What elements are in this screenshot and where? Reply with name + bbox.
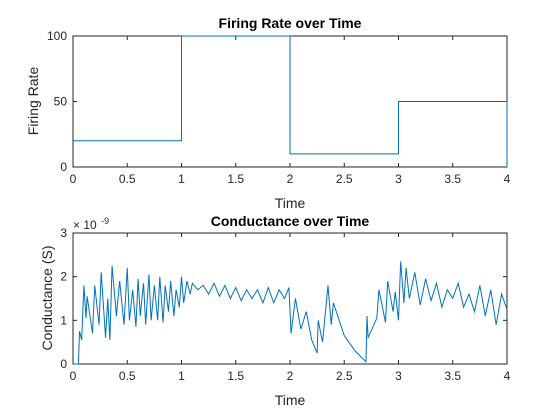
conductance-series-line	[73, 261, 508, 365]
firing-rate-y-tick-label: 0	[60, 160, 67, 174]
firing-rate-ticks: 0 0.5 1 1.5 2 2.5 3 3.5 4 0 50 100	[47, 29, 511, 186]
conductance-y-tick-label: 2	[60, 270, 67, 284]
conductance-y-tick-label: 3	[60, 226, 67, 240]
firing-rate-x-tick-label: 1	[178, 172, 185, 186]
conductance-y-axis-label: Conductance (S)	[39, 245, 55, 350]
conductance-series	[73, 261, 508, 365]
conductance-title: Conductance over Time	[211, 213, 370, 229]
conductance-y-exponent-base: × 10	[73, 218, 97, 232]
firing-rate-y-tick-label: 100	[47, 29, 67, 43]
firing-rate-x-tick-label: 2	[287, 172, 294, 186]
conductance-x-tick-label: 1.5	[227, 369, 244, 383]
conductance-y-tick-label: 1	[60, 313, 67, 327]
firing-rate-y-tick-label: 50	[54, 95, 68, 109]
conductance-x-tick-label: 3	[395, 369, 402, 383]
firing-rate-series	[73, 35, 508, 167]
conductance-x-tick-label: 2	[287, 369, 294, 383]
firing-rate-x-tick-label: 2.5	[336, 172, 353, 186]
firing-rate-x-tick-label: 4	[504, 172, 511, 186]
conductance-x-tick-label: 0	[70, 369, 77, 383]
conductance-ticks: 0 0.5 1 1.5 2 2.5 3 3.5 4 0 1 2 3	[60, 226, 510, 383]
firing-rate-y-axis-label: Firing Rate	[25, 67, 41, 136]
firing-rate-title: Firing Rate over Time	[219, 15, 362, 31]
firing-rate-x-tick-label: 0	[70, 172, 77, 186]
conductance-y-tick-label: 0	[60, 357, 67, 371]
conductance-x-tick-label: 0.5	[119, 369, 136, 383]
conductance-y-exponent-power: -9	[101, 216, 109, 226]
conductance-chart: Conductance over Time Time Conductance (…	[39, 213, 511, 408]
conductance-y-exponent: × 10 -9	[73, 216, 109, 233]
conductance-axes-box	[72, 232, 508, 365]
firing-rate-x-axis-label: Time	[275, 195, 306, 211]
conductance-x-tick-label: 3.5	[444, 369, 461, 383]
firing-rate-x-tick-label: 3.5	[444, 172, 461, 186]
firing-rate-x-tick-label: 0.5	[119, 172, 136, 186]
firing-rate-x-tick-label: 3	[395, 172, 402, 186]
conductance-x-tick-label: 1	[178, 369, 185, 383]
firing-rate-chart: Firing Rate over Time Time Firing Rate 0…	[25, 15, 511, 211]
conductance-x-tick-label: 4	[504, 369, 511, 383]
conductance-x-tick-label: 2.5	[336, 369, 353, 383]
firing-rate-series-line	[73, 35, 508, 167]
firing-rate-x-tick-label: 1.5	[227, 172, 244, 186]
conductance-x-axis-label: Time	[275, 392, 306, 408]
